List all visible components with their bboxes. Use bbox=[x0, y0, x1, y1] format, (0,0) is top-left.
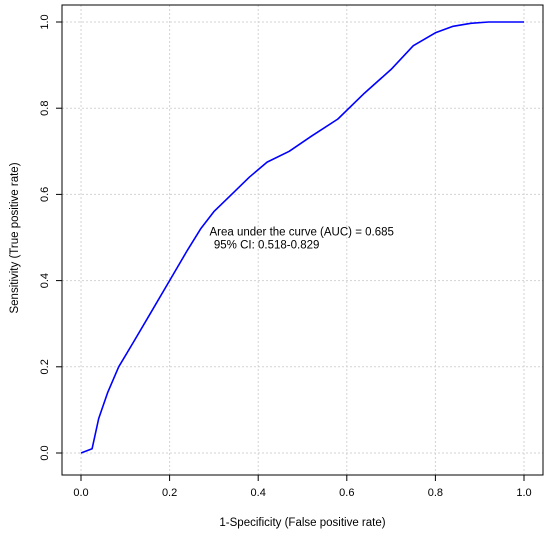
grid-lines bbox=[62, 5, 543, 475]
roc-curve bbox=[80, 21, 524, 454]
y-tick-label: 0.0 bbox=[39, 445, 51, 460]
y-tick-label: 0.4 bbox=[39, 273, 51, 288]
ci-annotation: 95% CI: 0.518-0.829 bbox=[214, 239, 320, 251]
auc-annotation: Area under the curve (AUC) = 0.685 bbox=[209, 226, 393, 238]
y-tick-label: 0.8 bbox=[39, 101, 51, 116]
x-tick-label: 0.6 bbox=[339, 487, 354, 499]
x-axis: 0.0 0.2 0.4 0.6 0.8 1.0 bbox=[73, 475, 532, 499]
y-axis-title: Sensitivity (True positive rate) bbox=[9, 162, 21, 313]
series-layer bbox=[80, 21, 524, 454]
y-tick-label: 0.6 bbox=[39, 187, 51, 202]
x-tick-label: 0.0 bbox=[73, 487, 88, 499]
x-tick-label: 0.2 bbox=[162, 487, 177, 499]
plot-frame bbox=[61, 4, 544, 476]
y-tick-label: 0.2 bbox=[39, 359, 51, 374]
x-tick-label: 1.0 bbox=[516, 487, 531, 499]
x-axis-title: 1-Specificity (False positive rate) bbox=[219, 517, 385, 529]
y-tick-label: 1.0 bbox=[39, 14, 51, 29]
x-tick-label: 0.8 bbox=[428, 487, 443, 499]
y-axis: 0.0 0.2 0.4 0.6 0.8 1.0 bbox=[39, 14, 62, 461]
x-tick-label: 0.4 bbox=[251, 487, 266, 499]
